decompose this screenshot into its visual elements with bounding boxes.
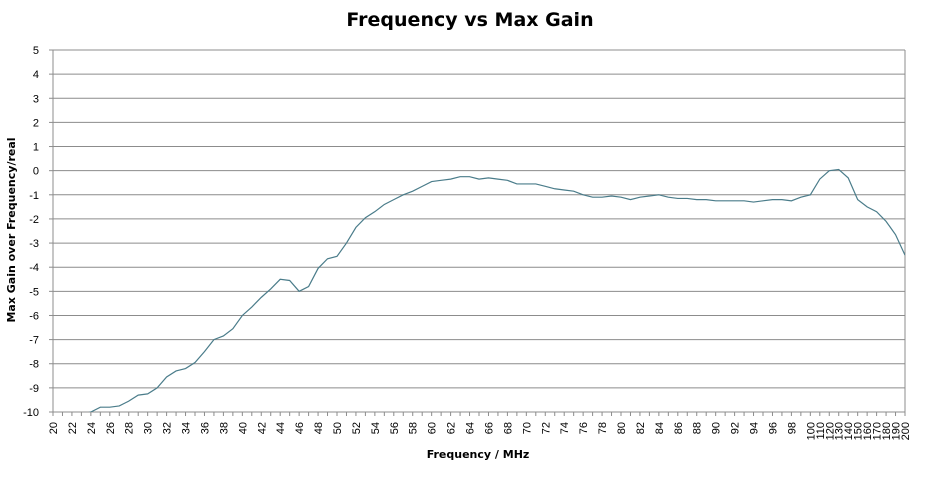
x-tick-label: 20: [48, 422, 60, 434]
x-tick-label: 130: [834, 422, 846, 440]
x-tick-label: 70: [521, 422, 533, 434]
x-tick-label: 32: [162, 422, 174, 434]
x-tick-label: 66: [483, 422, 495, 434]
x-tick-label: 72: [540, 422, 552, 434]
y-tick-label: 3: [33, 93, 39, 105]
chart-title: Frequency vs Max Gain: [346, 9, 593, 31]
x-tick-label: 96: [767, 422, 779, 434]
x-axis-title: Frequency / MHz: [427, 448, 530, 461]
x-tick-label: 160: [862, 422, 874, 440]
x-tick-label: 100: [805, 422, 817, 440]
x-tick-label: 26: [105, 422, 117, 434]
y-axis-title: Max Gain over Frequency/real: [5, 137, 18, 322]
x-tick-label: 64: [465, 422, 477, 434]
x-tick-label: 36: [199, 422, 211, 434]
y-axis-ticks: 5 4 3 2 1 0 -1 -2 -3 -4 -5 -6 -7 -8 -9 -10: [23, 45, 53, 419]
x-tick-label: 46: [294, 422, 306, 434]
x-tick-label: 82: [635, 422, 647, 434]
x-tick-label: 50: [332, 422, 344, 434]
x-tick-label: 60: [427, 422, 439, 434]
x-tick-label: 120: [824, 422, 836, 440]
series-line: [88, 168, 905, 412]
x-tick-label: 200: [900, 422, 912, 440]
y-tick-label: -5: [29, 286, 39, 298]
x-tick-label: 58: [408, 422, 420, 434]
x-tick-label: 78: [597, 422, 609, 434]
x-tick-label: 52: [351, 422, 363, 434]
y-tick-label: 5: [33, 45, 39, 57]
x-tick-label: 98: [786, 422, 798, 434]
x-tick-label: 140: [843, 422, 855, 440]
y-tick-label: -1: [29, 190, 39, 202]
y-tick-label: 2: [33, 117, 39, 129]
y-tick-label: 1: [33, 142, 39, 154]
y-tick-label: -10: [23, 407, 39, 419]
x-tick-label: 94: [749, 422, 761, 434]
x-tick-label: 48: [313, 422, 325, 434]
y-tick-label: -9: [29, 383, 39, 395]
x-tick-label: 62: [446, 422, 458, 434]
x-tick-label: 90: [711, 422, 723, 434]
y-tick-label: -3: [29, 238, 39, 250]
x-tick-label: 40: [237, 422, 249, 434]
x-tick-label: 170: [872, 422, 884, 440]
y-tick-label: -7: [29, 335, 39, 347]
x-tick-label: 74: [559, 422, 571, 434]
x-tick-label: 38: [218, 422, 230, 434]
y-tick-label: 4: [33, 69, 39, 81]
x-tick-label: 110: [815, 422, 827, 440]
x-tick-label: 44: [275, 422, 287, 434]
y-tick-label: -2: [29, 214, 39, 226]
y-tick-label: -8: [29, 359, 39, 371]
y-tick-label: 0: [33, 166, 39, 178]
x-tick-label: 28: [124, 422, 136, 434]
x-tick-label: 30: [143, 422, 155, 434]
x-tick-label: 92: [730, 422, 742, 434]
x-tick-label: 76: [578, 422, 590, 434]
x-tick-label: 42: [256, 422, 268, 434]
x-axis-ticks: 20 22 24 26 28 30 32 34 36 38 40 42 44 46 48 50 52 54 56 58…: [48, 412, 912, 440]
x-tick-label: 68: [502, 422, 514, 434]
x-tick-label: 54: [370, 422, 382, 434]
x-tick-label: 80: [616, 422, 628, 434]
x-tick-label: 190: [891, 422, 903, 440]
series-group: [88, 168, 905, 412]
x-tick-label: 22: [67, 422, 79, 434]
x-tick-label: 24: [86, 422, 98, 434]
gridlines: [52, 49, 906, 413]
x-tick-label: 150: [853, 422, 865, 440]
x-tick-label: 56: [389, 422, 401, 434]
x-tick-label: 180: [881, 422, 893, 440]
y-tick-label: -4: [29, 262, 39, 274]
x-tick-label: 34: [181, 422, 193, 434]
x-tick-label: 84: [654, 422, 666, 434]
y-tick-label: -6: [29, 310, 39, 322]
x-tick-label: 88: [692, 422, 704, 434]
x-tick-label: 86: [673, 422, 685, 434]
